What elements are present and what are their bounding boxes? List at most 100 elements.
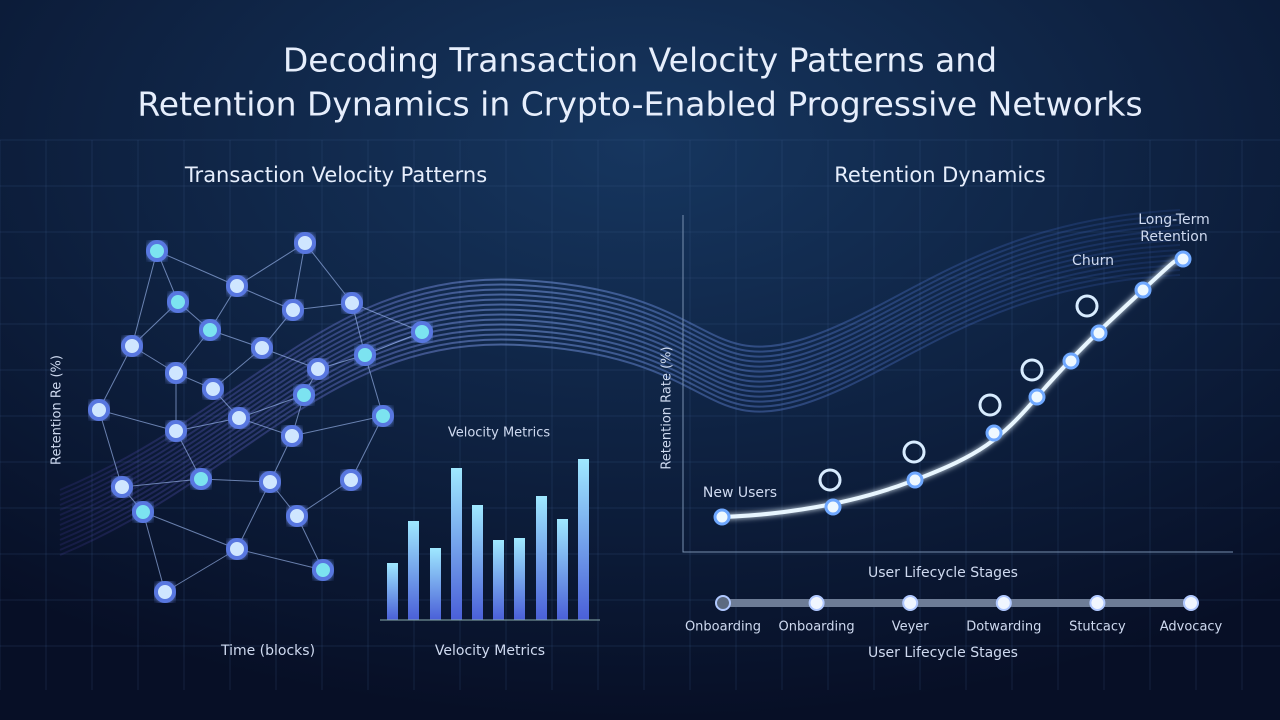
node bbox=[190, 468, 212, 490]
wave bbox=[59, 234, 1181, 516]
node bbox=[167, 291, 189, 313]
stage-label: Stutcacy bbox=[1069, 620, 1126, 635]
curve-point bbox=[906, 471, 924, 489]
wave bbox=[59, 259, 1181, 541]
y-axis-label: Retention Rate (%) bbox=[660, 346, 675, 469]
stage-label: Onboarding bbox=[779, 620, 855, 635]
velocity-bars bbox=[387, 459, 589, 620]
edge bbox=[291, 415, 384, 437]
wave bbox=[59, 224, 1181, 506]
curve-point bbox=[1028, 388, 1046, 406]
wave bbox=[59, 229, 1181, 511]
bar bbox=[472, 505, 483, 620]
node bbox=[282, 299, 304, 321]
node bbox=[281, 425, 303, 447]
node bbox=[294, 232, 316, 254]
title-line: Retention Dynamics in Crypto-Enabled Pro… bbox=[137, 85, 1142, 124]
inset-label: Velocity Metrics bbox=[448, 426, 551, 441]
node bbox=[146, 240, 168, 262]
stages-title: User Lifecycle Stages bbox=[868, 565, 1018, 581]
stage-point bbox=[1089, 595, 1106, 611]
edge bbox=[121, 478, 202, 488]
node bbox=[121, 335, 143, 357]
curve-point bbox=[1062, 352, 1080, 370]
stage-point bbox=[808, 595, 825, 611]
x-axis-label: Time (blocks) bbox=[220, 643, 315, 659]
node bbox=[199, 319, 221, 341]
edge bbox=[142, 511, 238, 550]
edge bbox=[156, 250, 238, 287]
stage-point bbox=[715, 595, 731, 611]
y-axis-label: Retention Re (%) bbox=[50, 355, 65, 465]
curve-point bbox=[985, 424, 1003, 442]
stage-label: Veyer bbox=[892, 620, 930, 635]
node bbox=[293, 384, 315, 406]
stage-point bbox=[902, 595, 919, 611]
wave bbox=[59, 214, 1181, 496]
milestone-icon bbox=[1020, 358, 1044, 382]
annotation: Long-Term bbox=[1138, 212, 1210, 228]
edge bbox=[350, 415, 384, 481]
wave bbox=[59, 209, 1181, 491]
curve-point bbox=[713, 508, 731, 526]
x-axis-label: User Lifecycle Stages bbox=[868, 645, 1018, 661]
wave bbox=[59, 274, 1181, 556]
edge bbox=[98, 409, 123, 488]
wave bbox=[59, 269, 1181, 551]
stage-point bbox=[1183, 595, 1199, 611]
annotation: New Users bbox=[703, 485, 777, 501]
stage-label: Dotwarding bbox=[966, 620, 1041, 635]
edge bbox=[98, 409, 177, 432]
milestone-icon bbox=[978, 393, 1002, 417]
milestone-icon bbox=[818, 468, 842, 492]
node bbox=[354, 344, 376, 366]
wave bbox=[59, 244, 1181, 526]
bar bbox=[514, 538, 525, 620]
node bbox=[312, 559, 334, 581]
edge bbox=[98, 345, 133, 411]
milestone-icon bbox=[1075, 294, 1099, 318]
wave bbox=[59, 219, 1181, 501]
bar bbox=[408, 521, 419, 620]
stage-point bbox=[995, 595, 1012, 611]
wave bbox=[59, 254, 1181, 536]
annotation: Churn bbox=[1072, 253, 1114, 269]
edge bbox=[236, 548, 324, 571]
milestone-icon bbox=[902, 440, 926, 464]
curve-point bbox=[1174, 250, 1192, 268]
bar bbox=[451, 468, 462, 620]
node bbox=[411, 321, 433, 343]
bar bbox=[387, 563, 398, 620]
bar bbox=[430, 548, 441, 620]
wave bbox=[59, 264, 1181, 546]
node bbox=[165, 362, 187, 384]
edge bbox=[142, 511, 166, 593]
bar bbox=[557, 519, 568, 620]
bar bbox=[493, 540, 504, 620]
edge bbox=[351, 302, 423, 333]
node bbox=[228, 407, 250, 429]
edge bbox=[236, 481, 271, 550]
node bbox=[286, 505, 308, 527]
node bbox=[88, 399, 110, 421]
edge bbox=[236, 242, 306, 287]
retention-axes bbox=[682, 215, 1233, 553]
node bbox=[341, 292, 363, 314]
network bbox=[88, 232, 433, 603]
edge bbox=[292, 242, 306, 311]
annotation: Retention bbox=[1140, 229, 1208, 245]
node bbox=[132, 501, 154, 523]
edge bbox=[238, 394, 305, 419]
stage-points bbox=[715, 595, 1199, 611]
node bbox=[202, 378, 224, 400]
edge bbox=[164, 548, 238, 593]
stage-label: Onboarding bbox=[685, 620, 761, 635]
title-line: Decoding Transaction Velocity Patterns a… bbox=[283, 41, 997, 80]
wave bbox=[59, 249, 1181, 531]
node bbox=[226, 275, 248, 297]
node bbox=[154, 581, 176, 603]
edge bbox=[200, 478, 271, 483]
bar bbox=[578, 459, 589, 620]
curve-points bbox=[713, 250, 1192, 526]
